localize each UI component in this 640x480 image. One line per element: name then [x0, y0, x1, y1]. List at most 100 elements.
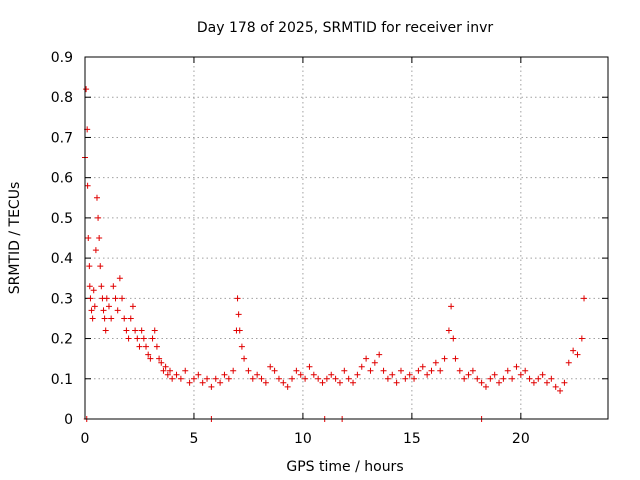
x-axis-label: GPS time / hours [286, 459, 403, 475]
data-point [384, 375, 391, 382]
data-point [482, 383, 489, 390]
data-point [289, 375, 296, 382]
data-point [238, 343, 245, 350]
data-point [241, 355, 248, 362]
data-point [280, 379, 287, 386]
tick-labels: 0 0.1 0.2 0.3 0.4 0.5 0.6 0.7 0.8 0.9 0 5 10 15 20 [51, 50, 530, 447]
data-point [114, 307, 121, 314]
data-point [522, 367, 529, 374]
data-point [548, 375, 555, 382]
data-point [112, 295, 119, 302]
y-tick-label: 0.2 [51, 332, 73, 348]
data-point [190, 375, 197, 382]
data-point [158, 359, 165, 366]
data-point [336, 379, 343, 386]
data-point [132, 327, 139, 334]
data-point [145, 351, 152, 358]
data-point [225, 375, 232, 382]
data-point [262, 379, 269, 386]
data-point [380, 367, 387, 374]
y-tick-label: 0.7 [51, 130, 73, 146]
x-tick-label: 20 [512, 431, 530, 447]
data-point [581, 295, 588, 302]
data-point [275, 375, 282, 382]
data-point [91, 303, 98, 310]
data-point [123, 327, 130, 334]
data-point [88, 307, 95, 314]
data-point [153, 343, 160, 350]
data-point [450, 335, 457, 342]
data-point [415, 367, 422, 374]
data-point [513, 363, 520, 370]
data-point [557, 387, 564, 394]
data-point [169, 375, 176, 382]
data-point [552, 383, 559, 390]
data-point [570, 347, 577, 354]
data-point [230, 367, 237, 374]
y-tick-label: 0 [64, 412, 73, 428]
data-point [116, 275, 123, 282]
data-point [143, 343, 150, 350]
plot-frame [84, 56, 609, 420]
data-point [561, 379, 568, 386]
data-point [92, 247, 99, 254]
data-point [102, 327, 109, 334]
data-point [306, 363, 313, 370]
data-point [177, 375, 184, 382]
data-point [354, 371, 361, 378]
data-point [345, 375, 352, 382]
data-point [249, 375, 256, 382]
data-point [97, 263, 104, 270]
data-point [182, 367, 189, 374]
data-point [341, 367, 348, 374]
data-point [406, 371, 413, 378]
x-tick-label: 0 [81, 431, 90, 447]
data-point [358, 363, 365, 370]
data-point [86, 263, 93, 270]
data-point [509, 375, 516, 382]
data-point [448, 303, 455, 310]
data-point [543, 379, 550, 386]
data-point [208, 383, 215, 390]
data-point [302, 375, 309, 382]
grid [85, 57, 608, 419]
data-point [428, 367, 435, 374]
data-point [419, 363, 426, 370]
data-point [151, 327, 158, 334]
data-point [293, 367, 300, 374]
data-point [465, 371, 472, 378]
data-point [93, 194, 100, 201]
data-point [147, 355, 154, 362]
data-point [245, 367, 252, 374]
y-tick-label: 0.8 [51, 90, 73, 106]
data-point [121, 315, 128, 322]
data-point [411, 375, 418, 382]
data-point [539, 371, 546, 378]
data-point [424, 371, 431, 378]
x-tick-label: 10 [294, 431, 312, 447]
data-point [87, 295, 94, 302]
chart-title: Day 178 of 2025, SRMTID for receiver inv… [197, 20, 493, 36]
data-point [478, 379, 485, 386]
data-point [90, 287, 97, 294]
data-point [491, 371, 498, 378]
data-point [186, 379, 193, 386]
data-point [101, 315, 108, 322]
data-point [136, 343, 143, 350]
data-point [85, 235, 92, 241]
data-point [517, 371, 524, 378]
data-point [323, 375, 330, 382]
data-point [367, 367, 374, 374]
data-point [487, 375, 494, 382]
data-point [376, 351, 383, 358]
data-point [578, 335, 585, 342]
data-point [138, 327, 145, 334]
data-point [108, 315, 115, 322]
axis-ticks [84, 56, 608, 420]
data-point [328, 371, 335, 378]
data-point [96, 235, 103, 241]
data-point [204, 375, 211, 382]
data-point [271, 367, 278, 374]
data-point [236, 327, 243, 334]
